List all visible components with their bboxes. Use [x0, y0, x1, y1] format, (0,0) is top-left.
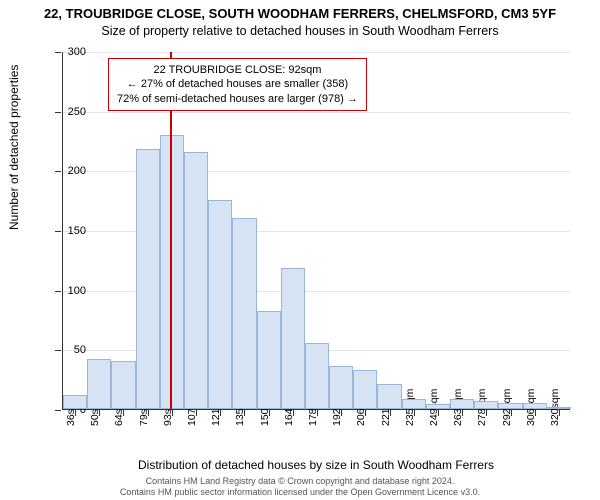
histogram-bar: [329, 366, 353, 409]
footer-line-1: Contains HM Land Registry data © Crown c…: [0, 476, 600, 487]
histogram-bar: [353, 370, 377, 409]
ytick-label: 250: [68, 106, 86, 118]
histogram-bar: [281, 268, 305, 409]
histogram-bar: [184, 152, 208, 409]
ytick-label: 100: [68, 285, 86, 297]
ytick-label: 300: [68, 46, 86, 58]
histogram-bar: [547, 407, 571, 409]
histogram-bar: [523, 403, 547, 409]
ytick: [55, 350, 61, 351]
chart-title-main: 22, TROUBRIDGE CLOSE, SOUTH WOODHAM FERR…: [0, 6, 600, 21]
ytick: [55, 171, 61, 172]
histogram-bar: [111, 361, 135, 409]
annotation-line-1: 22 TROUBRIDGE CLOSE: 92sqm: [117, 63, 358, 77]
annotation-line-3: 72% of semi-detached houses are larger (…: [117, 92, 358, 106]
ytick-label: 150: [68, 225, 86, 237]
chart-container: 22, TROUBRIDGE CLOSE, SOUTH WOODHAM FERR…: [0, 0, 600, 500]
ytick: [55, 112, 61, 113]
gridline: [63, 112, 570, 113]
ytick: [55, 291, 61, 292]
histogram-bar: [136, 149, 160, 409]
ytick-label: 200: [68, 165, 86, 177]
histogram-bar: [377, 384, 401, 409]
histogram-bar: [87, 359, 111, 409]
chart-title-sub: Size of property relative to detached ho…: [0, 24, 600, 38]
ytick: [55, 410, 61, 411]
histogram-bar: [208, 200, 232, 409]
gridline: [63, 52, 570, 53]
annotation-box: 22 TROUBRIDGE CLOSE: 92sqm← 27% of detac…: [108, 58, 367, 111]
histogram-bar: [63, 395, 87, 409]
footer-line-2: Contains HM public sector information li…: [0, 487, 600, 498]
histogram-bar: [305, 343, 329, 409]
histogram-bar: [450, 399, 474, 409]
ytick: [55, 52, 61, 53]
annotation-line-2: ← 27% of detached houses are smaller (35…: [117, 77, 358, 91]
histogram-bar: [257, 311, 281, 409]
histogram-bar: [474, 401, 498, 409]
footer-attribution: Contains HM Land Registry data © Crown c…: [0, 476, 600, 498]
histogram-bar: [402, 399, 426, 409]
y-axis-label: Number of detached properties: [7, 65, 21, 230]
ytick-label: 50: [74, 344, 86, 356]
histogram-bar: [232, 218, 256, 409]
histogram-bar: [426, 404, 450, 409]
x-axis-label: Distribution of detached houses by size …: [62, 458, 570, 472]
ytick: [55, 231, 61, 232]
histogram-bar: [498, 403, 522, 409]
